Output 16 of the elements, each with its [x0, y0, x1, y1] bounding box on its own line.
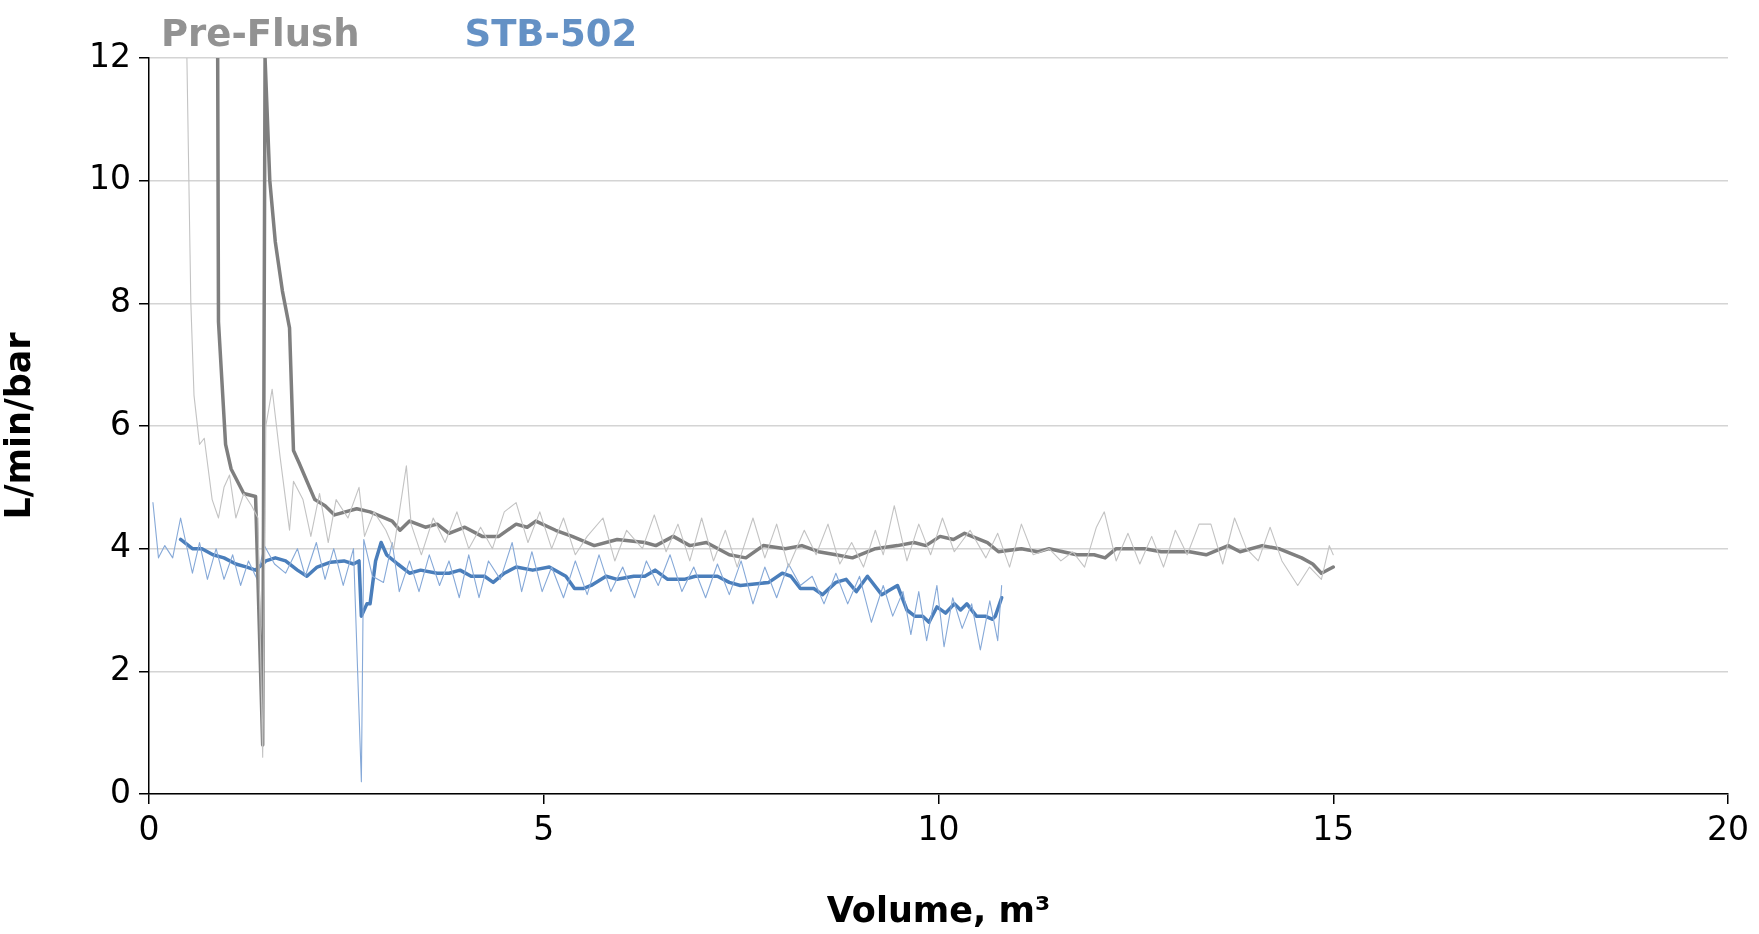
text: STB-502 — [464, 12, 638, 55]
y-tick-label: 10 — [89, 158, 131, 198]
y-tick-label: 2 — [110, 648, 131, 688]
y-tick-label: 6 — [110, 403, 131, 443]
x-tick-label: 20 — [1707, 809, 1749, 849]
y-tick-label: 0 — [110, 771, 131, 811]
series-label: Pre-Flush — [161, 12, 360, 55]
x-tick-label: 10 — [917, 809, 960, 849]
x-axis-title: Volume, m³ — [826, 890, 1051, 931]
x-tick-label: 0 — [138, 809, 160, 849]
y-tick-label: 12 — [89, 35, 131, 75]
y-axis-title: L/min/bar — [0, 331, 39, 520]
y-tick-label: 4 — [110, 526, 131, 566]
y-tick-label: 8 — [110, 280, 131, 320]
x-tick-label: 15 — [1312, 809, 1355, 849]
x-tick-label: 5 — [533, 809, 555, 849]
